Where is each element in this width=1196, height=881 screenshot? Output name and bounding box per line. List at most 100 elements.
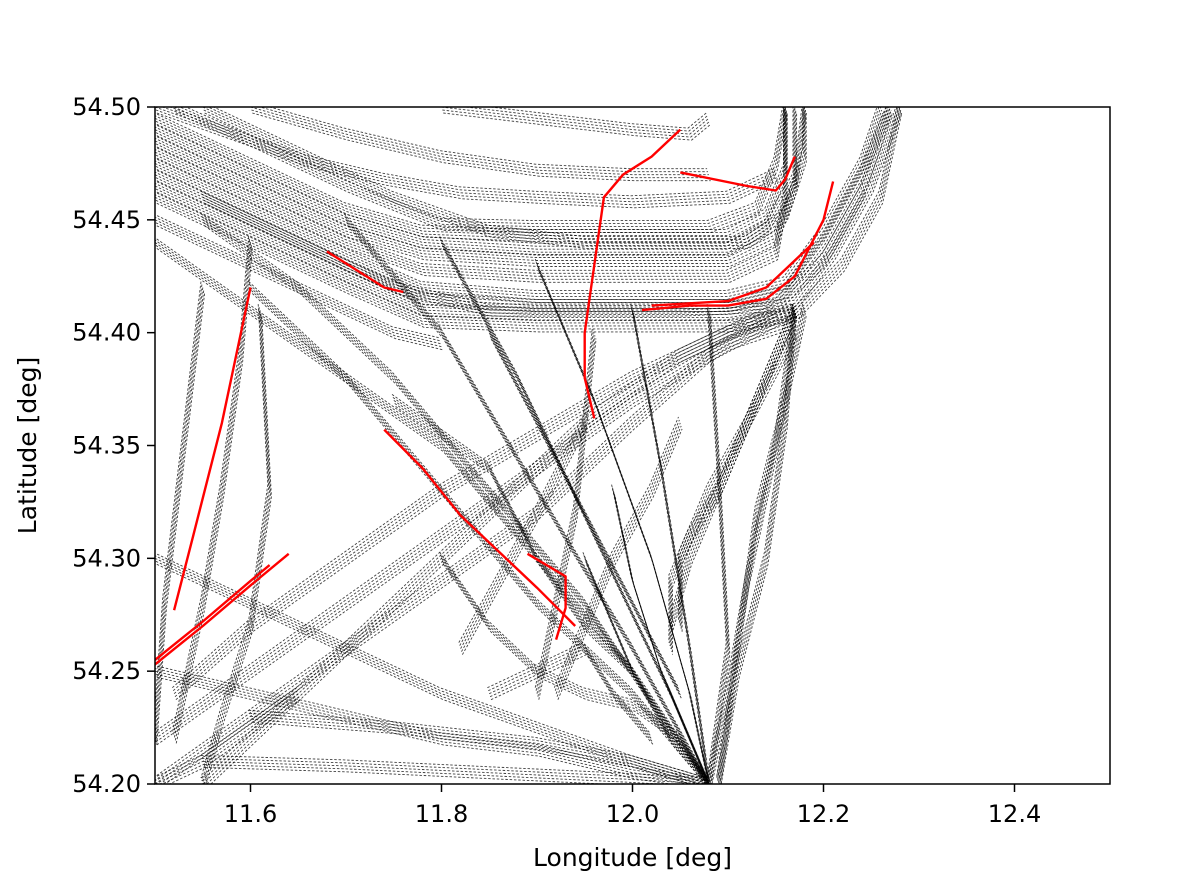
historical-track bbox=[706, 304, 731, 784]
historical-track-line bbox=[344, 216, 709, 782]
historical-track-line bbox=[156, 293, 206, 745]
historical-track-line bbox=[155, 560, 702, 784]
historical-track-line bbox=[672, 315, 798, 633]
historical-track-line bbox=[202, 310, 271, 784]
x-tick-label: 11.8 bbox=[415, 800, 468, 828]
historical-track-line bbox=[155, 290, 205, 742]
historical-track-line bbox=[462, 428, 587, 655]
historical-track-line bbox=[669, 306, 795, 646]
historical-track-line bbox=[173, 242, 251, 739]
historical-track-line bbox=[155, 690, 298, 782]
historical-track-line bbox=[251, 293, 707, 784]
historical-track-line bbox=[538, 270, 710, 784]
x-tick-label: 12.0 bbox=[606, 800, 659, 828]
historical-track-line bbox=[394, 403, 634, 675]
historical-track-line bbox=[156, 112, 884, 304]
historical-track-line bbox=[489, 648, 652, 740]
historical-track-line bbox=[461, 425, 586, 652]
historical-track-line bbox=[441, 107, 710, 135]
historical-track-line bbox=[670, 309, 796, 627]
x-tick-label: 12.4 bbox=[988, 800, 1041, 828]
historical-track-line bbox=[488, 645, 652, 737]
historical-track bbox=[155, 665, 709, 784]
historical-track-line bbox=[155, 110, 787, 280]
historical-track-line bbox=[201, 757, 709, 782]
historical-track bbox=[200, 304, 272, 784]
historical-track bbox=[248, 281, 710, 784]
historical-track bbox=[155, 281, 206, 745]
y-tick-label: 54.20 bbox=[72, 770, 141, 798]
historical-track-line bbox=[252, 721, 693, 784]
x-axis-label: Longitude [deg] bbox=[533, 843, 732, 872]
historical-track-line bbox=[155, 219, 442, 345]
historical-track bbox=[391, 394, 635, 678]
historical-track-line bbox=[249, 712, 709, 782]
historical-track bbox=[155, 107, 807, 267]
historical-track-line bbox=[670, 309, 796, 649]
historical-track-line bbox=[707, 307, 795, 782]
historical-track-line bbox=[204, 313, 271, 784]
historical-track-line bbox=[258, 107, 709, 173]
historical-track-line bbox=[487, 642, 651, 734]
historical-track-line bbox=[202, 760, 709, 784]
historical-track-line bbox=[717, 310, 805, 784]
historical-track-line bbox=[488, 332, 681, 694]
historical-track bbox=[155, 107, 884, 304]
highlighted-track bbox=[326, 250, 404, 294]
historical-track-line bbox=[717, 307, 804, 782]
y-axis-ticks: 54.20 54.25 54.30 54.35 54.40 54.45 54.50 bbox=[72, 93, 155, 798]
highlighted-track bbox=[651, 241, 815, 307]
historical-track-line bbox=[155, 320, 795, 740]
historical-track bbox=[155, 687, 301, 784]
historical-track-line bbox=[555, 422, 681, 694]
historical-track-line bbox=[439, 552, 708, 779]
historical-track-line bbox=[268, 107, 708, 170]
historical-track-line bbox=[155, 107, 795, 247]
historical-track-line bbox=[155, 317, 795, 736]
historical-track-line bbox=[155, 693, 299, 784]
historical-track-line bbox=[717, 310, 796, 784]
historical-track-line bbox=[161, 696, 300, 784]
historical-track-line bbox=[490, 654, 654, 746]
historical-track-line bbox=[155, 107, 784, 231]
historical-track-line bbox=[175, 248, 253, 745]
historical-track-line bbox=[173, 107, 786, 228]
historical-track-line bbox=[720, 316, 798, 784]
historical-track-line bbox=[462, 107, 709, 132]
historical-track-line bbox=[250, 287, 710, 784]
historical-track bbox=[439, 552, 710, 784]
historical-track bbox=[441, 107, 711, 141]
historical-track-line bbox=[249, 284, 709, 782]
historical-track-line bbox=[710, 316, 731, 784]
historical-track-line bbox=[155, 107, 805, 261]
historical-track-line bbox=[168, 699, 301, 784]
historical-track-line bbox=[201, 307, 270, 782]
historical-track-line bbox=[716, 304, 794, 779]
historical-track-line bbox=[395, 406, 635, 678]
historical-track-line bbox=[672, 315, 798, 655]
historical-track-line bbox=[614, 496, 709, 784]
plot-frame bbox=[154, 106, 1111, 785]
historical-track bbox=[343, 213, 710, 784]
historical-track-line bbox=[345, 219, 710, 784]
historical-track-line bbox=[155, 107, 776, 203]
historical-track-line bbox=[671, 312, 797, 630]
historical-track-line bbox=[440, 555, 709, 782]
historical-track-line bbox=[155, 222, 443, 348]
historical-track-line bbox=[487, 326, 679, 688]
historical-track-line bbox=[156, 112, 903, 333]
historical-track-line bbox=[613, 493, 710, 784]
historical-track-line bbox=[155, 109, 883, 301]
historical-track-line bbox=[155, 107, 898, 321]
historical-track-line bbox=[534, 258, 708, 779]
historical-track-line bbox=[202, 107, 805, 243]
historical-track-line bbox=[155, 287, 204, 739]
historical-track-line bbox=[203, 763, 667, 784]
historical-track-line bbox=[537, 267, 710, 784]
historical-track-line bbox=[175, 315, 797, 701]
historical-track-line bbox=[212, 107, 804, 237]
historical-track-line bbox=[203, 109, 806, 246]
historical-track-line bbox=[155, 107, 796, 250]
historical-track-line bbox=[392, 397, 632, 669]
highlighted-track bbox=[680, 156, 796, 192]
